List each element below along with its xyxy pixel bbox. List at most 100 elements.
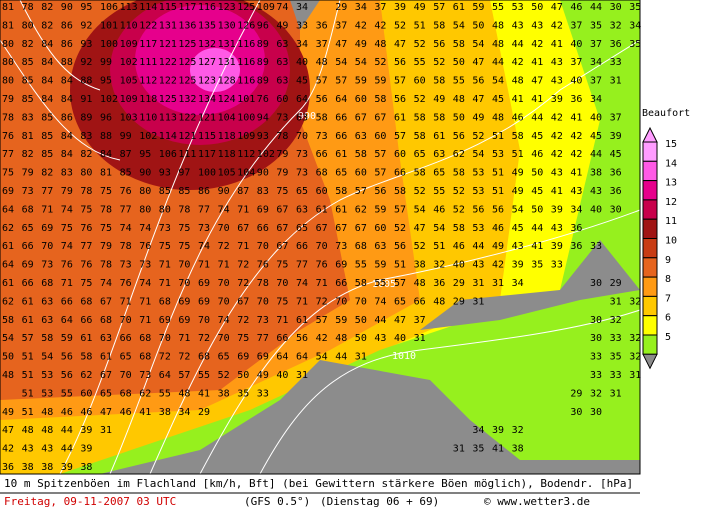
grid-value: 53 — [492, 149, 504, 160]
grid-value: 88 — [100, 131, 112, 142]
grid-value: 80 — [139, 186, 151, 197]
grid-value: 66 — [61, 296, 73, 307]
grid-value: 57 — [394, 278, 406, 289]
grid-value: 70 — [335, 296, 347, 307]
grid-value: 66 — [296, 241, 308, 252]
land-mask — [290, 0, 320, 30]
grid-value: 74 — [198, 241, 210, 252]
grid-value: 47 — [472, 57, 484, 68]
grid-value: 62 — [80, 370, 92, 381]
grid-value: 56 — [316, 94, 328, 105]
grid-value: 56 — [296, 333, 308, 344]
grid-value: 65 — [394, 296, 406, 307]
grid-value: 57 — [394, 204, 406, 215]
grid-value: 101 — [237, 94, 255, 105]
grid-value: 71 — [139, 296, 151, 307]
grid-value: 55 — [433, 186, 445, 197]
grid-value: 31 — [610, 296, 622, 307]
grid-value: 78 — [178, 204, 190, 215]
grid-value: 47 — [335, 39, 347, 50]
grid-value: 69 — [335, 260, 347, 271]
grid-value: 85 — [22, 94, 34, 105]
grid-value: 69 — [159, 315, 171, 326]
grid-value: 89 — [257, 57, 269, 68]
grid-value: 72 — [316, 296, 328, 307]
grid-value: 118 — [218, 131, 236, 142]
grid-value: 114 — [139, 2, 157, 13]
grid-value: 32 — [590, 388, 602, 399]
grid-value: 46 — [570, 2, 582, 13]
grid-value: 41 — [551, 39, 563, 50]
grid-value: 125 — [178, 76, 196, 87]
grid-value: 104 — [237, 168, 255, 179]
grid-value: 47 — [551, 2, 563, 13]
grid-value: 61 — [2, 278, 14, 289]
grid-value: 41 — [531, 241, 543, 252]
grid-value: 89 — [80, 112, 92, 123]
grid-value: 32 — [629, 333, 641, 344]
grid-value: 34 — [355, 2, 367, 13]
grid-value: 61 — [100, 352, 112, 363]
grid-value: 78 — [120, 241, 132, 252]
grid-value: 78 — [100, 204, 112, 215]
grid-value: 71 — [218, 260, 230, 271]
grid-value: 42 — [551, 131, 563, 142]
grid-value: 85 — [22, 57, 34, 68]
grid-value: 74 — [100, 278, 112, 289]
grid-value: 41 — [492, 444, 504, 455]
grid-value: 61 — [80, 333, 92, 344]
grid-value: 105 — [120, 76, 138, 87]
grid-value: 44 — [61, 425, 73, 436]
grid-value: 82 — [41, 2, 53, 13]
grid-value: 31 — [100, 425, 112, 436]
grid-value: 84 — [100, 149, 112, 160]
grid-value: 36 — [316, 20, 328, 31]
grid-value: 42 — [512, 57, 524, 68]
grid-value: 71 — [276, 315, 288, 326]
grid-value: 63 — [100, 333, 112, 344]
grid-value: 68 — [139, 333, 151, 344]
grid-value: 85 — [41, 131, 53, 142]
grid-value: 118 — [218, 149, 236, 160]
legend-label: 12 — [665, 197, 677, 208]
grid-value: 49 — [2, 407, 14, 418]
grid-value: 95 — [80, 2, 92, 13]
grid-value: 83 — [80, 131, 92, 142]
grid-value: 42 — [374, 20, 386, 31]
grid-value: 68 — [355, 241, 367, 252]
grid-value: 38 — [41, 462, 53, 473]
grid-value: 54 — [472, 39, 484, 50]
grid-value: 59 — [355, 76, 367, 87]
grid-value: 62 — [2, 296, 14, 307]
grid-value: 33 — [296, 20, 308, 31]
grid-value: 112 — [237, 149, 255, 160]
grid-value: 76 — [80, 223, 92, 234]
grid-value: 50 — [531, 204, 543, 215]
grid-value: 70 — [257, 241, 269, 252]
legend-swatch — [642, 315, 658, 336]
grid-value: 53 — [472, 186, 484, 197]
grid-value: 71 — [159, 278, 171, 289]
grid-value: 90 — [61, 2, 73, 13]
grid-value: 82 — [41, 168, 53, 179]
grid-value: 35 — [531, 260, 543, 271]
grid-value: 40 — [394, 333, 406, 344]
grid-value: 39 — [551, 94, 563, 105]
grid-value: 116 — [237, 39, 255, 50]
grid-value: 55 — [355, 260, 367, 271]
grid-value: 43 — [472, 260, 484, 271]
grid-value: 88 — [80, 76, 92, 87]
grid-value: 71 — [296, 296, 308, 307]
grid-value: 65 — [335, 168, 347, 179]
grid-value: 122 — [139, 20, 157, 31]
legend-swatch — [642, 276, 658, 297]
grid-value: 63 — [276, 39, 288, 50]
grid-value: 32 — [512, 425, 524, 436]
grid-value: 43 — [551, 76, 563, 87]
grid-value: 113 — [120, 2, 138, 13]
grid-value: 33 — [610, 333, 622, 344]
grid-value: 42 — [551, 20, 563, 31]
grid-value: 83 — [257, 186, 269, 197]
isobar-label: 990 — [298, 111, 316, 122]
grid-value: 46 — [433, 204, 445, 215]
